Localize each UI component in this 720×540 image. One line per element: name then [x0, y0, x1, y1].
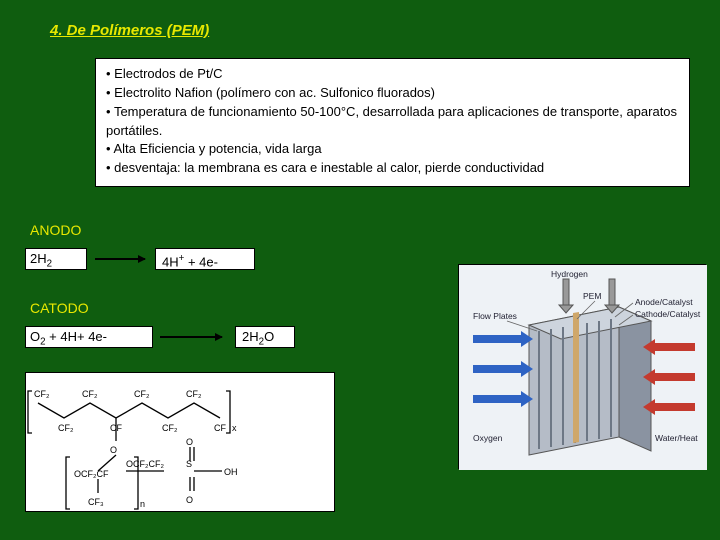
svg-text:OCF₂CF₂: OCF₂CF₂	[126, 459, 164, 469]
info-box: • Electrodos de Pt/C • Electrolito Nafio…	[95, 58, 690, 187]
hydrogen-label: Hydrogen	[551, 269, 588, 279]
svg-text:CF₂: CF₂	[58, 423, 74, 433]
svg-text:CF: CF	[214, 423, 226, 433]
svg-text:n: n	[140, 499, 145, 509]
cathode-label: CATODO	[30, 300, 89, 316]
reaction-arrow-icon	[160, 336, 222, 338]
svg-text:CF₂: CF₂	[34, 389, 50, 399]
info-item: • Electrodos de Pt/C	[106, 65, 679, 84]
svg-text:CF₂: CF₂	[82, 389, 98, 399]
svg-text:S: S	[186, 459, 192, 469]
svg-text:CF₂: CF₂	[134, 389, 150, 399]
svg-text:O: O	[110, 445, 117, 455]
oxygen-label: Oxygen	[473, 433, 503, 443]
info-item: • desventaja: la membrana es cara e ines…	[106, 159, 679, 178]
cathode-reactant: O2 + 4H+ 4e-	[25, 326, 153, 348]
svg-text:x: x	[232, 423, 237, 433]
info-item: • Alta Eficiencia y potencia, vida larga	[106, 140, 679, 159]
svg-text:OH: OH	[224, 467, 238, 477]
anode-reactant: 2H2	[25, 248, 87, 270]
svg-text:CF₂: CF₂	[186, 389, 202, 399]
svg-text:CF₃: CF₃	[88, 497, 104, 507]
water-heat-label: Water/Heat	[655, 433, 698, 443]
svg-text:O: O	[186, 437, 193, 447]
fuel-cell-diagram: Hydrogen PEM Anode/Catalyst Cathode/Cata…	[458, 264, 706, 469]
cathode-catalyst-label: Cathode/Catalyst	[635, 309, 701, 319]
anode-catalyst-label: Anode/Catalyst	[635, 297, 693, 307]
pem-label: PEM	[583, 291, 601, 301]
anode-product: 4H+ + 4e-	[155, 248, 255, 270]
svg-text:OCF₂CF: OCF₂CF	[74, 469, 109, 479]
reaction-arrow-icon	[95, 258, 145, 260]
anode-label: ANODO	[30, 222, 81, 238]
info-item: • Temperatura de funcionamiento 50-100°C…	[106, 103, 679, 141]
svg-text:CF₂: CF₂	[162, 423, 178, 433]
nafion-structure-image: CF₂ CF₂ CF₂ CF₂ CF₂ CF CF₂ CF O OCF₂CF C…	[25, 372, 335, 512]
flow-plates-label: Flow Plates	[473, 311, 517, 321]
cathode-product: 2H2O	[235, 326, 295, 348]
info-item: • Electrolito Nafion (polímero con ac. S…	[106, 84, 679, 103]
section-title: 4. De Polímeros (PEM)	[50, 22, 209, 39]
svg-text:O: O	[186, 495, 193, 505]
